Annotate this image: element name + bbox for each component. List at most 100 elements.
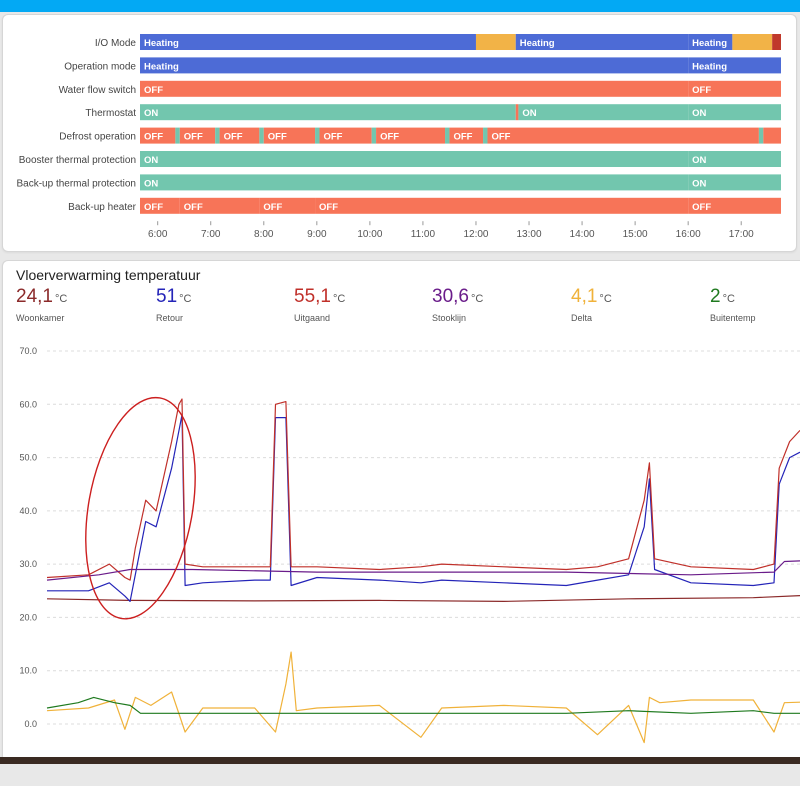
stat-label: Uitgaand	[294, 313, 331, 323]
segment-label: ON	[144, 155, 158, 166]
stat-value: 30,6 °C	[432, 287, 483, 309]
timeline-segment[interactable]	[140, 57, 689, 74]
timeline-segment[interactable]	[688, 197, 781, 214]
timeline-segment[interactable]	[140, 104, 516, 121]
segment-label: OFF	[144, 132, 163, 143]
segment-label: OFF	[491, 132, 510, 143]
card-title: Vloerverwarming temperatuur	[16, 267, 201, 283]
stat-woonkamer[interactable]: 24,1 °C Woonkamer	[16, 287, 67, 324]
series-line-buitentemp[interactable]	[46, 696, 800, 714]
timeline-segment[interactable]	[179, 127, 216, 144]
segment-label: Heating	[144, 38, 179, 49]
timeline-segment[interactable]	[140, 197, 180, 214]
segment-label: OFF	[692, 85, 711, 96]
series-line-uitgaand[interactable]	[46, 398, 800, 581]
series-line-woonkamer[interactable]	[46, 595, 800, 602]
timeline-hour-label: 9:00	[307, 229, 327, 240]
timeline-segment[interactable]	[688, 151, 781, 167]
stat-number: 2	[710, 286, 721, 307]
timeline-segment[interactable]	[688, 104, 781, 121]
segment-label: OFF	[263, 202, 282, 213]
timeline-segment[interactable]	[140, 127, 176, 144]
stat-unit: °C	[54, 293, 68, 305]
stat-unit: °C	[722, 293, 735, 305]
segment-label: ON	[144, 178, 158, 189]
timeline-segment[interactable]	[515, 104, 519, 121]
stat-number: 51	[156, 286, 178, 307]
timeline-hour-label: 17:00	[729, 229, 754, 240]
timeline-segment[interactable]	[315, 197, 689, 214]
y-tick-label: 20.0	[19, 612, 37, 622]
segment-label: Heating	[144, 61, 179, 72]
timeline-segment[interactable]	[518, 104, 689, 121]
stat-label: Delta	[571, 313, 593, 323]
stat-stooklijn[interactable]: 30,6 °C Stooklijn	[432, 287, 483, 324]
stat-value: 4,1 °C	[571, 287, 612, 309]
timeline-segment[interactable]	[772, 34, 781, 50]
stat-label: Buitentemp	[710, 313, 756, 323]
stat-number: 55,1	[294, 286, 331, 307]
timeline-hour-label: 10:00	[357, 229, 382, 240]
timeline-segment[interactable]	[732, 34, 773, 50]
stat-buitentemp[interactable]: 2 °C Buitentemp	[710, 286, 756, 324]
timeline-segment[interactable]	[475, 34, 516, 50]
y-tick-label: 10.0	[19, 666, 37, 676]
timeline-row: Booster thermal protection ON ON	[19, 151, 781, 167]
timeline-segment[interactable]	[688, 80, 781, 97]
timeline-segment[interactable]	[215, 127, 220, 144]
series-line-delta[interactable]	[46, 651, 800, 744]
timeline-segment[interactable]	[315, 127, 320, 144]
timeline-segment[interactable]	[259, 127, 264, 144]
timeline-segment[interactable]	[259, 197, 316, 214]
timeline-segment[interactable]	[445, 127, 450, 144]
segment-label: OFF	[184, 132, 203, 143]
stat-uitgaand[interactable]: 55,1 °C Uitgaand	[294, 287, 345, 324]
timeline-hour-label: 14:00	[570, 229, 595, 240]
timeline-row: Back-up heater OFF OFF OFF OFF OFF	[68, 197, 781, 214]
y-tick-label: 60.0	[19, 399, 37, 409]
stat-retour[interactable]: 51 °C Retour	[156, 287, 191, 324]
timeline-segment[interactable]	[515, 34, 689, 50]
timeline-segment[interactable]	[483, 127, 488, 144]
state-timeline-card: I/O Mode Heating Heating Heating Operation m…	[2, 14, 797, 252]
timeline-segment[interactable]	[140, 80, 689, 97]
stat-value: 51 °C	[156, 287, 191, 309]
segment-label: OFF	[692, 202, 711, 213]
timeline-segment[interactable]	[319, 127, 372, 144]
segment-label: OFF	[380, 132, 399, 143]
timeline-segment[interactable]	[140, 34, 476, 50]
timeline-hour-label: 13:00	[517, 229, 542, 240]
timeline-hour-label: 8:00	[254, 229, 274, 240]
segment-label: OFF	[453, 132, 472, 143]
timeline-segment[interactable]	[140, 174, 689, 191]
timeline-hour-label: 15:00	[623, 229, 648, 240]
timeline-segment[interactable]	[219, 127, 260, 144]
timeline-segment[interactable]	[758, 127, 764, 144]
stat-delta[interactable]: 4,1 °C Delta	[571, 287, 612, 324]
taskbar-strip	[0, 757, 800, 764]
timeline-segment[interactable]	[175, 127, 180, 144]
timeline-hour-label: 11:00	[411, 229, 436, 240]
timeline-segment[interactable]	[371, 127, 377, 144]
timeline-segment[interactable]	[263, 127, 316, 144]
stat-value: 55,1 °C	[294, 287, 345, 309]
timeline-segment[interactable]	[688, 174, 781, 191]
series-line-retour[interactable]	[47, 414, 800, 602]
segment-label: Heating	[692, 61, 727, 72]
segment-label: OFF	[323, 132, 342, 143]
timeline-segment[interactable]	[487, 127, 759, 144]
timeline-segment[interactable]	[376, 127, 446, 144]
timeline-segment[interactable]	[140, 151, 689, 167]
timeline-segment[interactable]	[763, 127, 781, 144]
segment-label: Heating	[520, 38, 555, 49]
timeline-segment[interactable]	[179, 197, 260, 214]
stat-value: 24,1 °C	[16, 287, 67, 309]
timeline-row: Back-up thermal protection ON ON	[16, 174, 781, 191]
timeline-segment[interactable]	[688, 57, 781, 74]
timeline-row-label: Booster thermal protection	[19, 155, 136, 166]
timeline-row: Operation mode Heating Heating	[64, 57, 781, 74]
timeline-row-label: Operation mode	[64, 61, 136, 72]
timeline-segment[interactable]	[449, 127, 484, 144]
timeline-segment[interactable]	[688, 34, 733, 50]
series-line-stooklijn[interactable]	[46, 560, 800, 581]
